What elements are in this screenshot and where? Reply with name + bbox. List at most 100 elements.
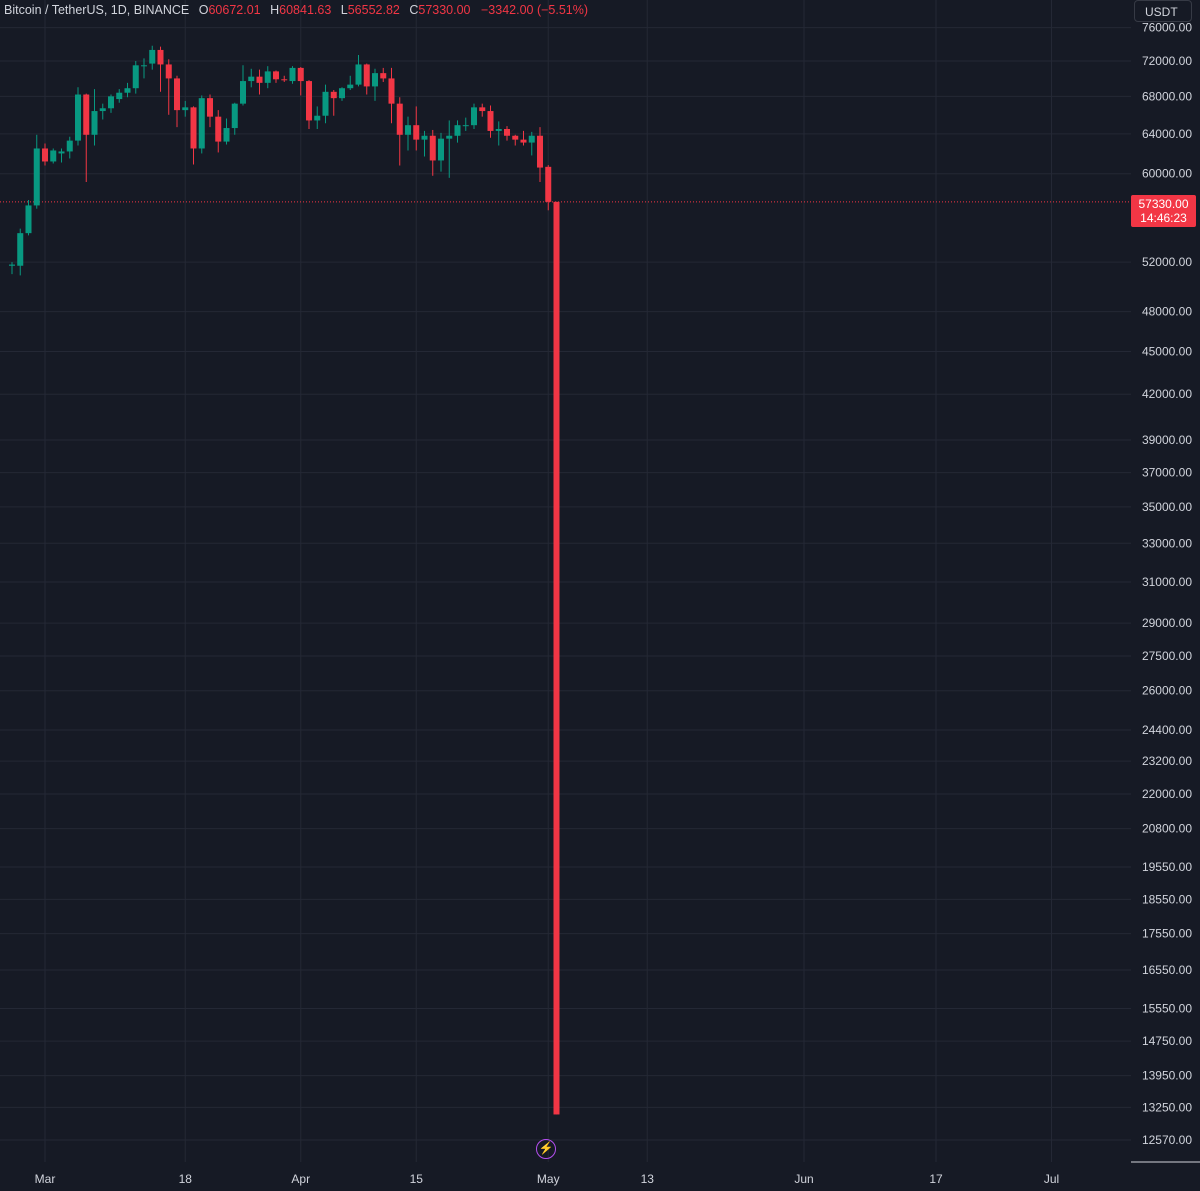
candle bbox=[207, 94, 213, 128]
candle-body bbox=[50, 150, 57, 162]
candle bbox=[495, 121, 502, 146]
price-tick-label: 76000.00 bbox=[1142, 21, 1192, 35]
change-value: −3342.00 (−5.51%) bbox=[481, 3, 589, 17]
candle bbox=[174, 75, 180, 128]
candle-body bbox=[471, 107, 477, 126]
candle-body bbox=[58, 151, 65, 154]
candle bbox=[182, 100, 189, 117]
candle-body bbox=[289, 67, 296, 82]
candle-body bbox=[330, 91, 337, 99]
candle bbox=[545, 165, 552, 211]
symbol-header: Bitcoin / TetherUS, 1D, BINANCE O60672.0… bbox=[0, 1, 588, 19]
candle bbox=[429, 129, 436, 176]
candle bbox=[454, 120, 461, 143]
open-label: O bbox=[198, 3, 209, 17]
candle bbox=[141, 58, 147, 79]
candle-body bbox=[149, 49, 156, 64]
candle-body bbox=[141, 65, 147, 67]
price-tick-label: 19550.00 bbox=[1142, 860, 1192, 874]
candle bbox=[165, 59, 172, 115]
symbol-title[interactable]: Bitcoin / TetherUS, 1D, BINANCE bbox=[4, 3, 190, 17]
candle bbox=[512, 134, 519, 146]
price-tick-label: 72000.00 bbox=[1142, 54, 1192, 68]
candle-body bbox=[248, 76, 255, 82]
price-tick-label: 45000.00 bbox=[1142, 345, 1192, 359]
candle bbox=[9, 262, 15, 275]
price-tick-label: 64000.00 bbox=[1142, 127, 1192, 141]
price-tick-label: 60000.00 bbox=[1142, 167, 1192, 181]
candle-body bbox=[479, 107, 486, 112]
candle-body bbox=[487, 111, 494, 131]
candles bbox=[9, 45, 560, 1115]
candle bbox=[553, 201, 560, 1115]
candle bbox=[108, 94, 114, 113]
close-label: C bbox=[409, 3, 419, 17]
candle-body bbox=[405, 125, 411, 135]
price-tick-label: 13250.00 bbox=[1142, 1100, 1192, 1114]
candle bbox=[264, 66, 271, 89]
candle-body bbox=[528, 135, 535, 143]
candle-body bbox=[495, 129, 502, 131]
lightning-bolt-icon[interactable]: ⚡ bbox=[536, 1139, 556, 1159]
candle-body bbox=[99, 108, 106, 112]
candle bbox=[240, 65, 246, 106]
candle-body bbox=[240, 81, 246, 104]
candle bbox=[347, 75, 354, 91]
candle bbox=[91, 89, 98, 146]
time-axis[interactable]: Mar 18 Apr 15 May 13 Jun 17 Jul bbox=[35, 1172, 1060, 1186]
candle bbox=[198, 95, 205, 154]
open-value: 60672.01 bbox=[208, 3, 261, 17]
candle bbox=[25, 200, 32, 236]
candle bbox=[462, 117, 469, 131]
price-tick-label: 16550.00 bbox=[1142, 963, 1192, 977]
candle-body bbox=[17, 233, 24, 266]
candle bbox=[405, 116, 411, 151]
candle-body bbox=[454, 125, 461, 136]
candle-body bbox=[520, 139, 527, 143]
candle-body bbox=[537, 135, 543, 168]
candle-body bbox=[9, 264, 15, 266]
candle-body bbox=[66, 140, 73, 152]
candle-body bbox=[264, 71, 271, 83]
price-tick-label: 18550.00 bbox=[1142, 892, 1192, 906]
candle bbox=[231, 102, 238, 135]
candle-body bbox=[256, 76, 263, 83]
candle-body bbox=[446, 135, 453, 139]
candle-body bbox=[322, 91, 329, 116]
candle-body bbox=[231, 103, 238, 129]
candle bbox=[149, 45, 156, 70]
price-tick-label: 14750.00 bbox=[1142, 1034, 1192, 1048]
currency-button[interactable]: USDT bbox=[1134, 0, 1192, 22]
candle bbox=[339, 87, 345, 101]
price-tick-label: 27500.00 bbox=[1142, 649, 1192, 663]
time-tick-label: Jul bbox=[1044, 1172, 1059, 1186]
candle bbox=[157, 46, 164, 92]
candle bbox=[256, 69, 263, 95]
candle-body bbox=[347, 84, 354, 89]
candle-body bbox=[297, 67, 304, 82]
grid-lines bbox=[0, 0, 1131, 1162]
candle bbox=[124, 82, 131, 98]
candle bbox=[281, 75, 288, 82]
candle bbox=[380, 67, 387, 82]
price-tick-label: 17550.00 bbox=[1142, 927, 1192, 941]
low-label: L bbox=[340, 3, 348, 17]
candle bbox=[363, 63, 370, 95]
candle bbox=[438, 132, 444, 172]
candle-body bbox=[438, 138, 444, 161]
price-tick-label: 15550.00 bbox=[1142, 1001, 1192, 1015]
candle-body bbox=[215, 116, 222, 142]
candle-body bbox=[339, 88, 345, 99]
candle bbox=[520, 130, 527, 146]
candle-body bbox=[83, 94, 90, 135]
close-value: 57330.00 bbox=[418, 3, 471, 17]
candle bbox=[215, 110, 222, 153]
candle-body bbox=[190, 107, 197, 149]
price-axis[interactable]: 76000.00 72000.00 68000.00 64000.00 60000.00… bbox=[1142, 21, 1192, 1147]
time-tick-label: Jun bbox=[794, 1172, 813, 1186]
candle-body bbox=[314, 115, 321, 121]
candle bbox=[273, 70, 279, 83]
candle-body bbox=[108, 96, 114, 109]
candle bbox=[66, 136, 73, 159]
